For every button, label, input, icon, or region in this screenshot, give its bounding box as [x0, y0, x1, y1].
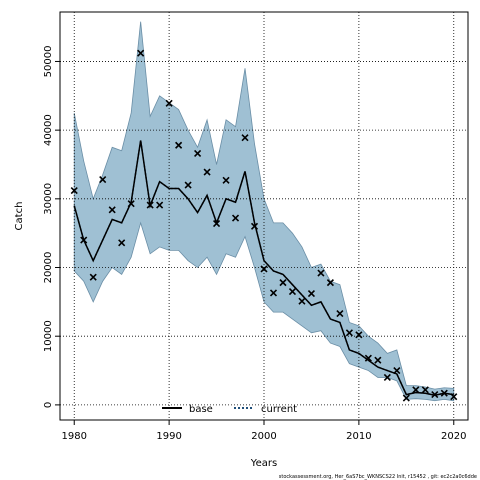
observed-point	[250, 222, 259, 230]
observed-point	[165, 99, 173, 107]
observed-point	[118, 239, 126, 247]
observed-point	[317, 269, 325, 277]
observed-point	[80, 236, 88, 244]
observed-point	[99, 176, 107, 184]
observed-point	[175, 141, 183, 149]
observed-point	[241, 134, 249, 142]
y-tick-label: 50000	[43, 46, 54, 78]
y-tick-label: 0	[43, 402, 54, 408]
observed-point	[421, 386, 429, 394]
confidence-band	[73, 21, 455, 402]
observed-point	[203, 168, 211, 176]
observed-point	[222, 176, 230, 184]
series-line-layer	[73, 140, 454, 397]
observed-point	[156, 201, 164, 209]
x-axis-ticks: 1980 1990 2000 2010 2020	[62, 420, 466, 442]
observed-point	[431, 391, 439, 399]
x-tick-label: 1980	[62, 431, 87, 442]
observed-point	[412, 386, 420, 394]
observed-point	[326, 279, 334, 287]
footer-attribution: stockassessment.org, Her_6aS7bc_WKNSCS22…	[279, 474, 477, 480]
observed-point	[336, 309, 344, 318]
legend-label-base: base	[189, 404, 213, 415]
y-axis-label: Catch	[14, 202, 25, 231]
observed-point	[288, 287, 297, 296]
observed-point	[137, 49, 145, 57]
y-tick-label: 40000	[43, 114, 54, 146]
observed-point	[402, 394, 410, 402]
legend: base current	[162, 404, 297, 415]
legend-label-current: current	[261, 404, 297, 415]
observed-point	[450, 393, 458, 401]
observed-point	[146, 201, 154, 209]
observed-point	[298, 297, 306, 305]
observed-point	[440, 389, 448, 397]
observed-point	[383, 373, 391, 381]
observed-points-layer	[70, 49, 458, 402]
observed-point	[70, 187, 78, 195]
y-tick-label: 30000	[43, 183, 54, 215]
series-line-base	[73, 140, 454, 397]
y-axis-ticks: 0 10000 20000 30000 40000 50000	[43, 46, 60, 408]
x-tick-label: 1990	[156, 431, 181, 442]
observed-point	[89, 273, 97, 281]
observed-point	[345, 329, 353, 337]
observed-point	[269, 289, 278, 297]
observed-point	[355, 331, 363, 339]
y-tick-label: 20000	[43, 252, 54, 284]
observed-point	[108, 206, 116, 214]
observed-point	[127, 200, 135, 208]
x-tick-label: 2000	[251, 431, 276, 442]
observed-point	[260, 265, 268, 273]
x-tick-label: 2020	[441, 431, 466, 442]
observed-point	[194, 149, 202, 158]
observed-point	[393, 366, 401, 375]
y-tick-label: 10000	[43, 320, 54, 352]
observed-point	[374, 356, 382, 364]
observed-point	[184, 181, 192, 189]
grid-layer	[60, 12, 468, 420]
observed-point	[231, 214, 240, 222]
confidence-band-layer	[73, 21, 455, 402]
observed-point	[364, 354, 372, 362]
observed-point	[307, 290, 316, 298]
observed-point	[279, 279, 287, 287]
x-axis-label: Years	[250, 458, 277, 469]
x-tick-label: 2010	[346, 431, 371, 442]
observed-point	[212, 219, 221, 228]
